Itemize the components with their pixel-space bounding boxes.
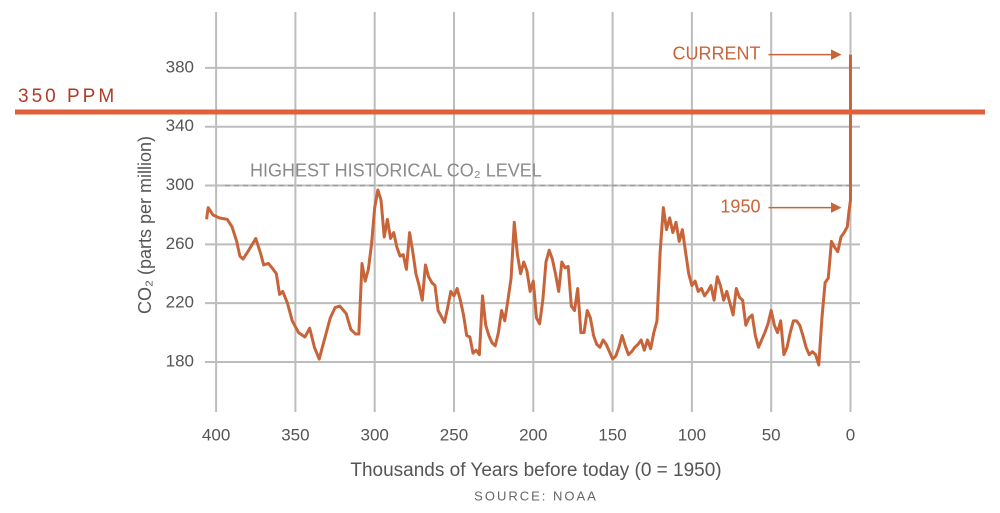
y-tick-label: 300 [166,175,194,194]
y-tick-label: 260 [166,234,194,253]
y-tick-label: 220 [166,293,194,312]
y-axis-label: CO₂ (parts per million) [135,136,155,314]
x-tick-label: 400 [202,425,230,444]
y-tick-label: 380 [166,57,194,76]
x-tick-label: 350 [281,425,309,444]
x-tick-label: 150 [598,425,626,444]
x-tick-label: 50 [762,425,781,444]
x-axis-label: Thousands of Years before today (0 = 195… [350,460,721,481]
x-tick-label: 300 [361,425,389,444]
y-tick-label: 340 [166,116,194,135]
x-tick-label: 250 [440,425,468,444]
reference-label: HIGHEST HISTORICAL CO₂ LEVEL [250,160,542,180]
plot-area [205,54,852,367]
source: SOURCE: NOAA [474,488,598,503]
x-tick-label: 200 [519,425,547,444]
annotation-text: 1950 [720,196,760,216]
grid [205,12,860,412]
y-tick-label: 180 [166,351,194,370]
x-tick-label: 100 [678,425,706,444]
reference-label: 350 PPM [18,86,117,107]
x-tick-label: 0 [846,425,855,444]
data-line [205,54,852,367]
annotation-text: CURRENT [672,43,760,63]
